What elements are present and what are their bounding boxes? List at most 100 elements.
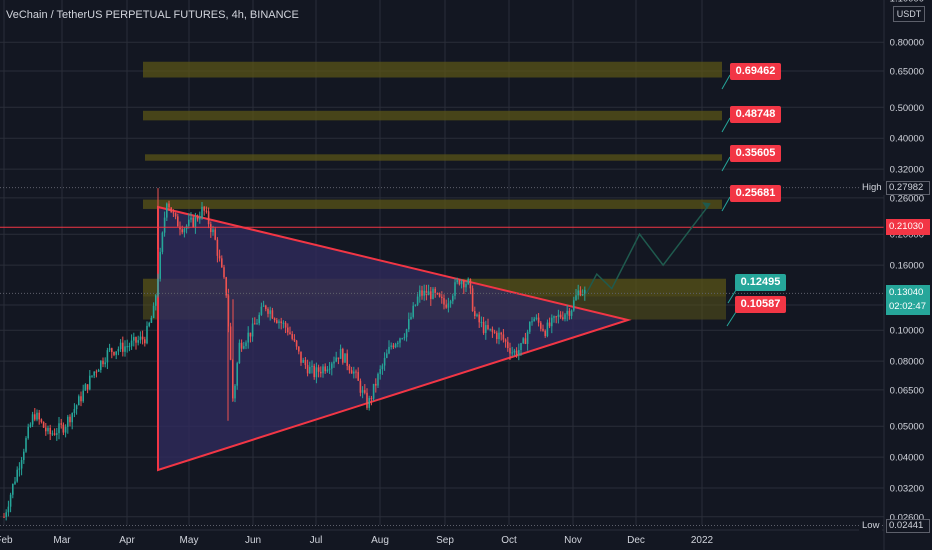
time-axis[interactable]: Feb Mar Apr May Jun Jul Aug Sep Oct Nov Dec 2022	[0, 529, 884, 546]
candle-body	[456, 280, 458, 283]
candle-body	[100, 360, 102, 370]
candle-body	[562, 317, 564, 320]
candle-body	[16, 469, 18, 482]
candle-body	[181, 229, 183, 233]
candle-body	[326, 369, 329, 372]
candle-body	[559, 314, 562, 318]
candle-body	[348, 365, 351, 371]
candle-body	[430, 291, 432, 299]
candle-body	[469, 278, 472, 289]
candle-body	[553, 316, 555, 318]
candle-body	[40, 419, 43, 422]
candle-body	[106, 350, 109, 363]
candle-body	[172, 212, 175, 214]
candle-body	[564, 314, 566, 320]
candle-body	[465, 284, 467, 288]
candle-body	[447, 303, 450, 308]
candle-body	[485, 325, 487, 333]
candle-body	[408, 319, 410, 330]
candle-body	[278, 321, 280, 323]
y-tick-label: 0.02600	[890, 512, 924, 523]
candle-body	[388, 346, 390, 354]
candle-body	[350, 370, 353, 374]
candle-body	[38, 412, 40, 420]
candle-body	[370, 398, 373, 400]
candle-body	[399, 338, 401, 343]
candle-body	[18, 468, 21, 470]
candle-body	[117, 349, 120, 352]
candle-body	[568, 310, 571, 316]
candle-body	[524, 338, 527, 344]
candle-body	[397, 342, 399, 344]
candle-body	[245, 342, 247, 347]
candle-body	[421, 290, 423, 296]
candle-body	[306, 365, 309, 374]
candle-body	[489, 328, 491, 330]
candle-body	[7, 506, 10, 513]
candle-body	[179, 226, 181, 230]
candle-body	[496, 332, 498, 340]
candle-body	[203, 206, 205, 211]
candle-body	[328, 368, 331, 370]
projection-arrowhead	[702, 202, 711, 210]
current-price-tag: 0.13040	[886, 285, 930, 302]
candle-body	[339, 349, 342, 359]
candle-body	[491, 328, 494, 332]
candle-body	[86, 384, 89, 390]
candle-body	[291, 334, 293, 339]
candle-body	[355, 371, 357, 373]
candle-body	[515, 350, 518, 356]
candle-body	[93, 371, 95, 376]
candle-body	[357, 372, 359, 381]
candle-body	[62, 424, 65, 433]
candle-body	[80, 396, 82, 402]
candle-body	[221, 258, 223, 268]
candle-body	[445, 304, 447, 308]
candle-body	[47, 427, 49, 432]
resistance-zone	[143, 61, 722, 78]
candle-body	[157, 278, 159, 296]
candle-body	[174, 213, 177, 217]
candle-body	[210, 224, 212, 233]
candle-body	[196, 216, 199, 220]
candle-body	[260, 306, 263, 315]
candle-body	[115, 351, 117, 355]
candle-body	[309, 366, 311, 374]
candle-body	[273, 318, 276, 321]
quote-currency-badge[interactable]: USDT	[893, 6, 925, 22]
resistance-zone	[143, 199, 722, 209]
target-pointer	[721, 117, 731, 133]
y-tick-label: 1.10000	[890, 0, 924, 5]
candle-body	[548, 322, 551, 327]
candle-body	[240, 342, 243, 349]
candle-body	[401, 338, 403, 340]
candle-body	[163, 217, 166, 233]
high-label: High	[859, 180, 885, 195]
x-tick-label: Jul	[310, 535, 323, 546]
candle-body	[454, 282, 456, 296]
candle-body	[12, 483, 14, 495]
x-tick-label: Mar	[53, 535, 71, 546]
candle-body	[256, 323, 258, 325]
candle-body	[331, 363, 333, 369]
candle-body	[311, 365, 313, 367]
candle-body	[144, 339, 146, 344]
candle-body	[531, 321, 533, 323]
price-axis[interactable]: 1.400001.100000.800000.650000.500000.400…	[883, 0, 924, 550]
candle-body	[84, 384, 87, 391]
candle-body	[540, 322, 542, 329]
candle-body	[386, 353, 388, 358]
candle-body	[223, 267, 225, 278]
candle-body	[575, 295, 577, 301]
candle-body	[133, 337, 135, 341]
x-tick-label: Feb	[0, 535, 13, 546]
target-pointer	[721, 196, 731, 212]
candle-body	[130, 340, 133, 347]
high-value: 0.27982	[886, 180, 930, 195]
y-tick-label: 0.10000	[890, 326, 924, 337]
candle-body	[438, 293, 441, 297]
candle-body	[423, 290, 425, 296]
candle-body	[480, 321, 483, 323]
candle-body	[551, 317, 553, 327]
